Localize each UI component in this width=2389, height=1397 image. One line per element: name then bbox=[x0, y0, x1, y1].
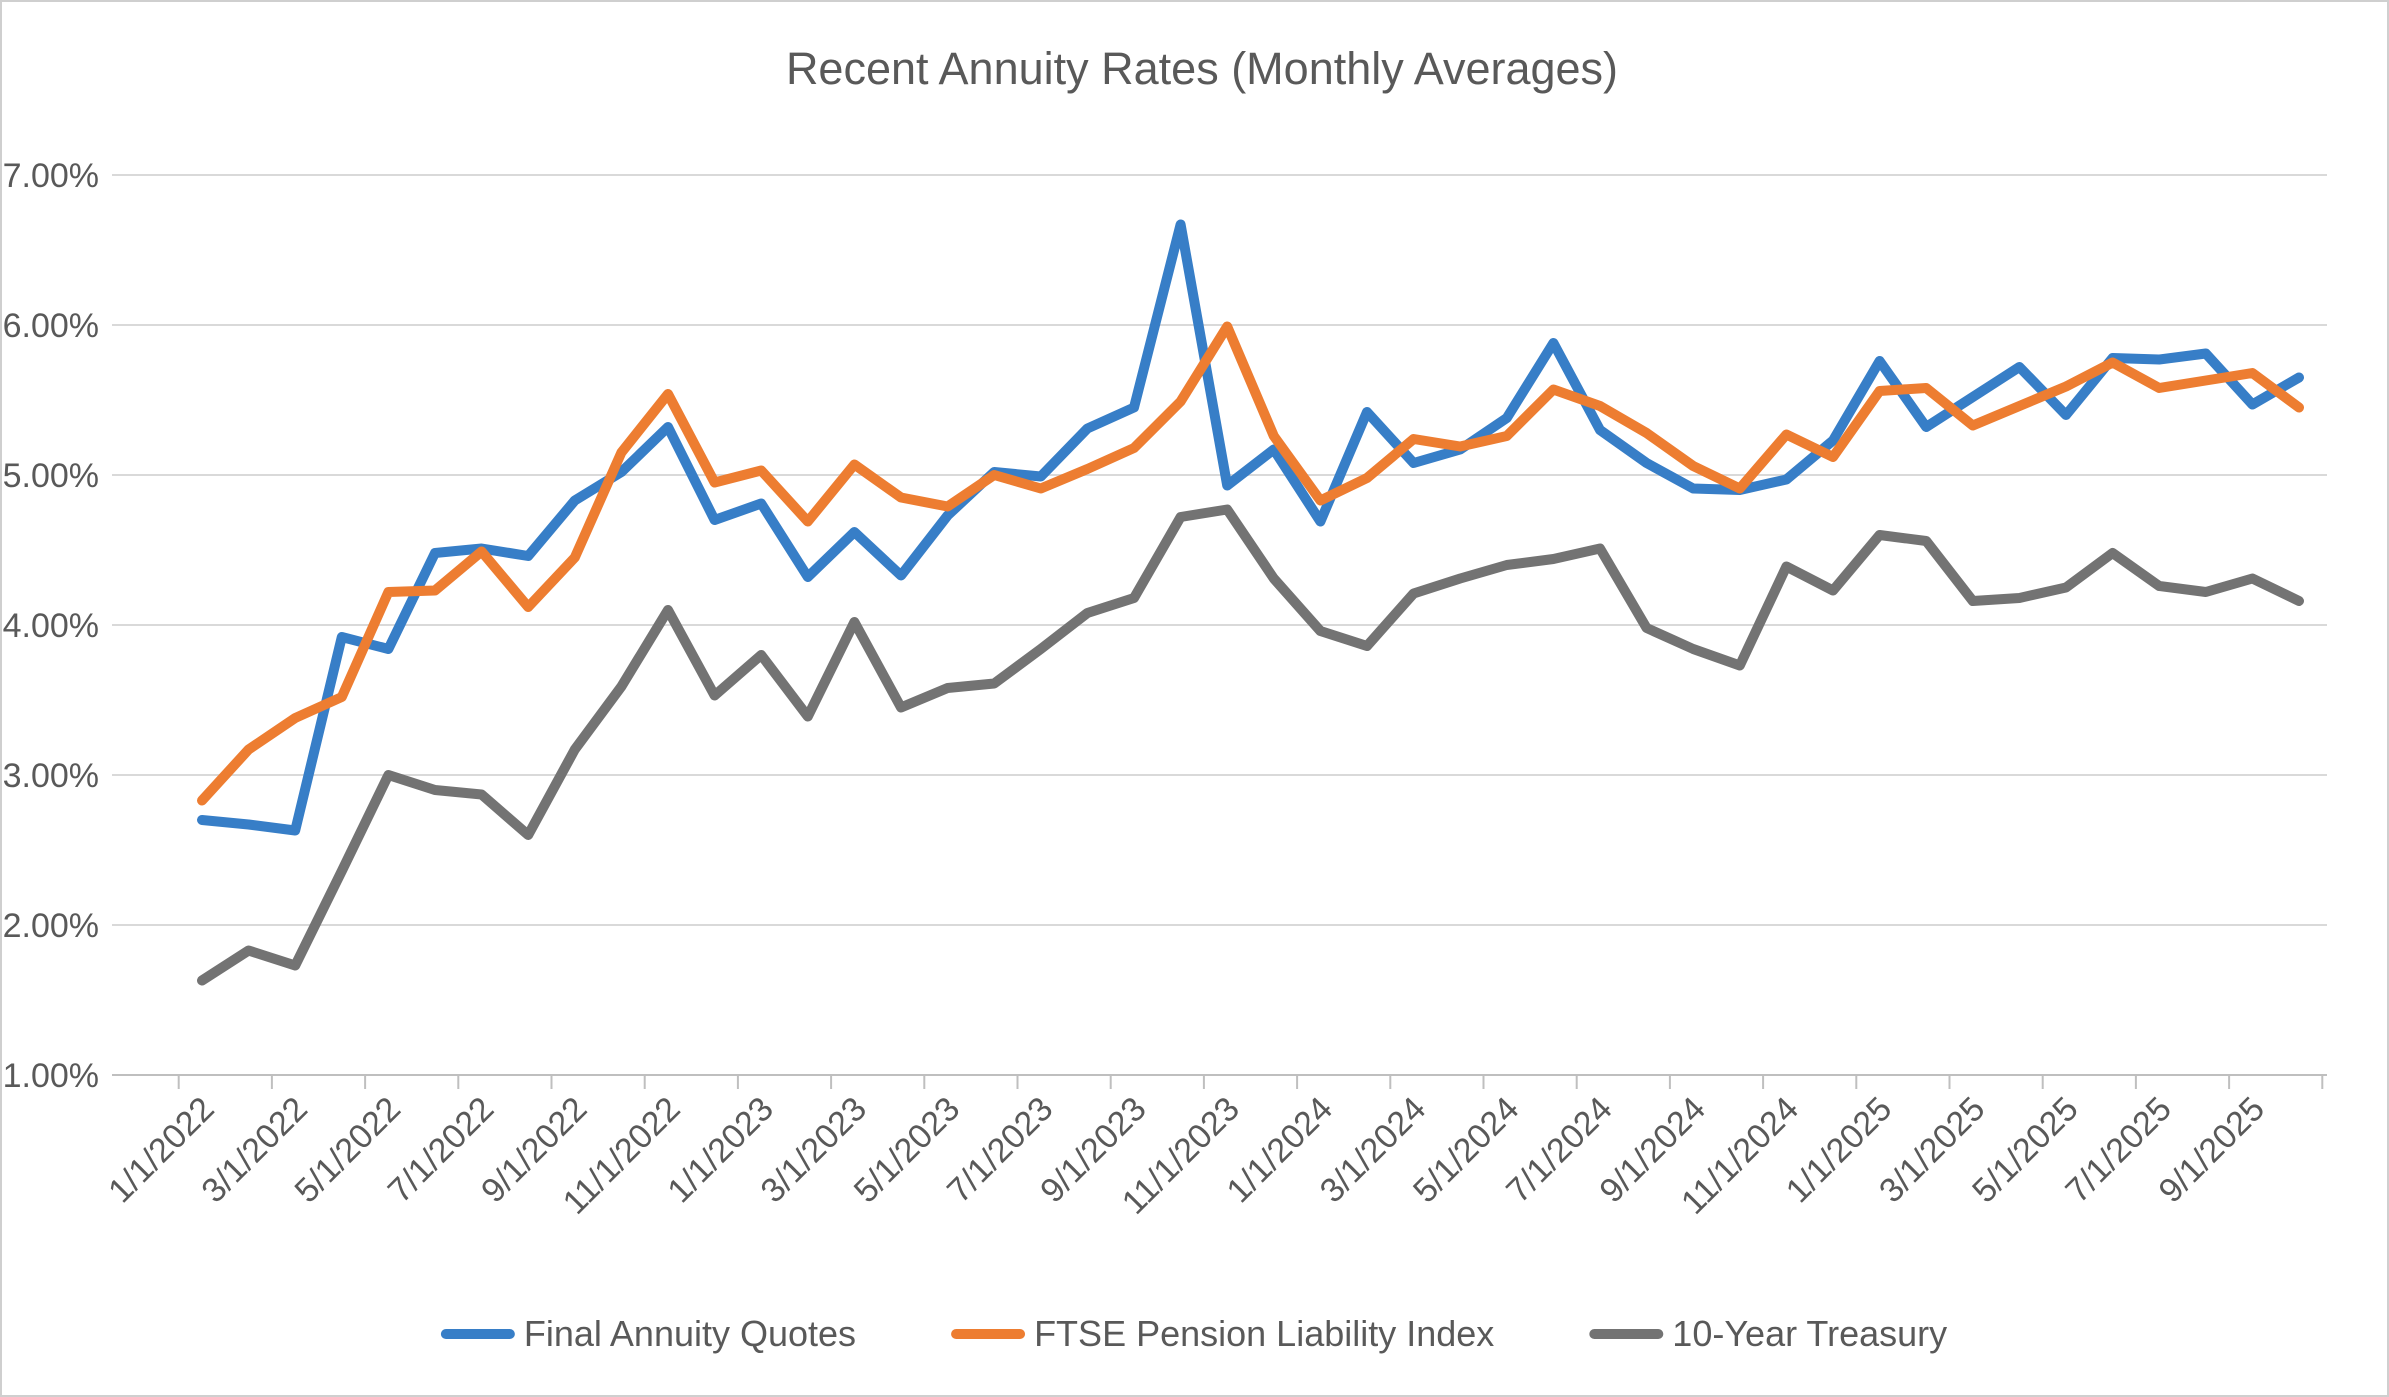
y-axis-tick-label: 4.00% bbox=[3, 607, 99, 645]
chart-title: Recent Annuity Rates (Monthly Averages) bbox=[786, 43, 1618, 94]
legend-item: Final Annuity Quotes bbox=[440, 1313, 856, 1354]
series-line-10-year-treasury bbox=[197, 504, 2304, 986]
legend-item: FTSE Pension Liability Index bbox=[951, 1313, 1494, 1354]
legend-label: Final Annuity Quotes bbox=[524, 1313, 856, 1354]
y-axis-tick-label: 2.00% bbox=[3, 907, 99, 945]
legend-label: 10-Year Treasury bbox=[1672, 1313, 1947, 1354]
legend-label: FTSE Pension Liability Index bbox=[1034, 1313, 1494, 1354]
y-axis-tick-label: 5.00% bbox=[3, 457, 99, 495]
y-axis-tick-label: 3.00% bbox=[3, 757, 99, 795]
series-line-ftse-pension-liability-index bbox=[197, 321, 2304, 806]
legend-item: 10-Year Treasury bbox=[1589, 1313, 1947, 1354]
y-axis-tick-label: 1.00% bbox=[3, 1057, 99, 1095]
y-axis-tick-label: 7.00% bbox=[3, 157, 99, 195]
legend: Final Annuity Quotes FTSE Pension Liabili… bbox=[440, 1313, 1947, 1354]
y-axis-tick-label: 6.00% bbox=[3, 307, 99, 345]
series-line-final-annuity-quotes bbox=[197, 219, 2304, 836]
